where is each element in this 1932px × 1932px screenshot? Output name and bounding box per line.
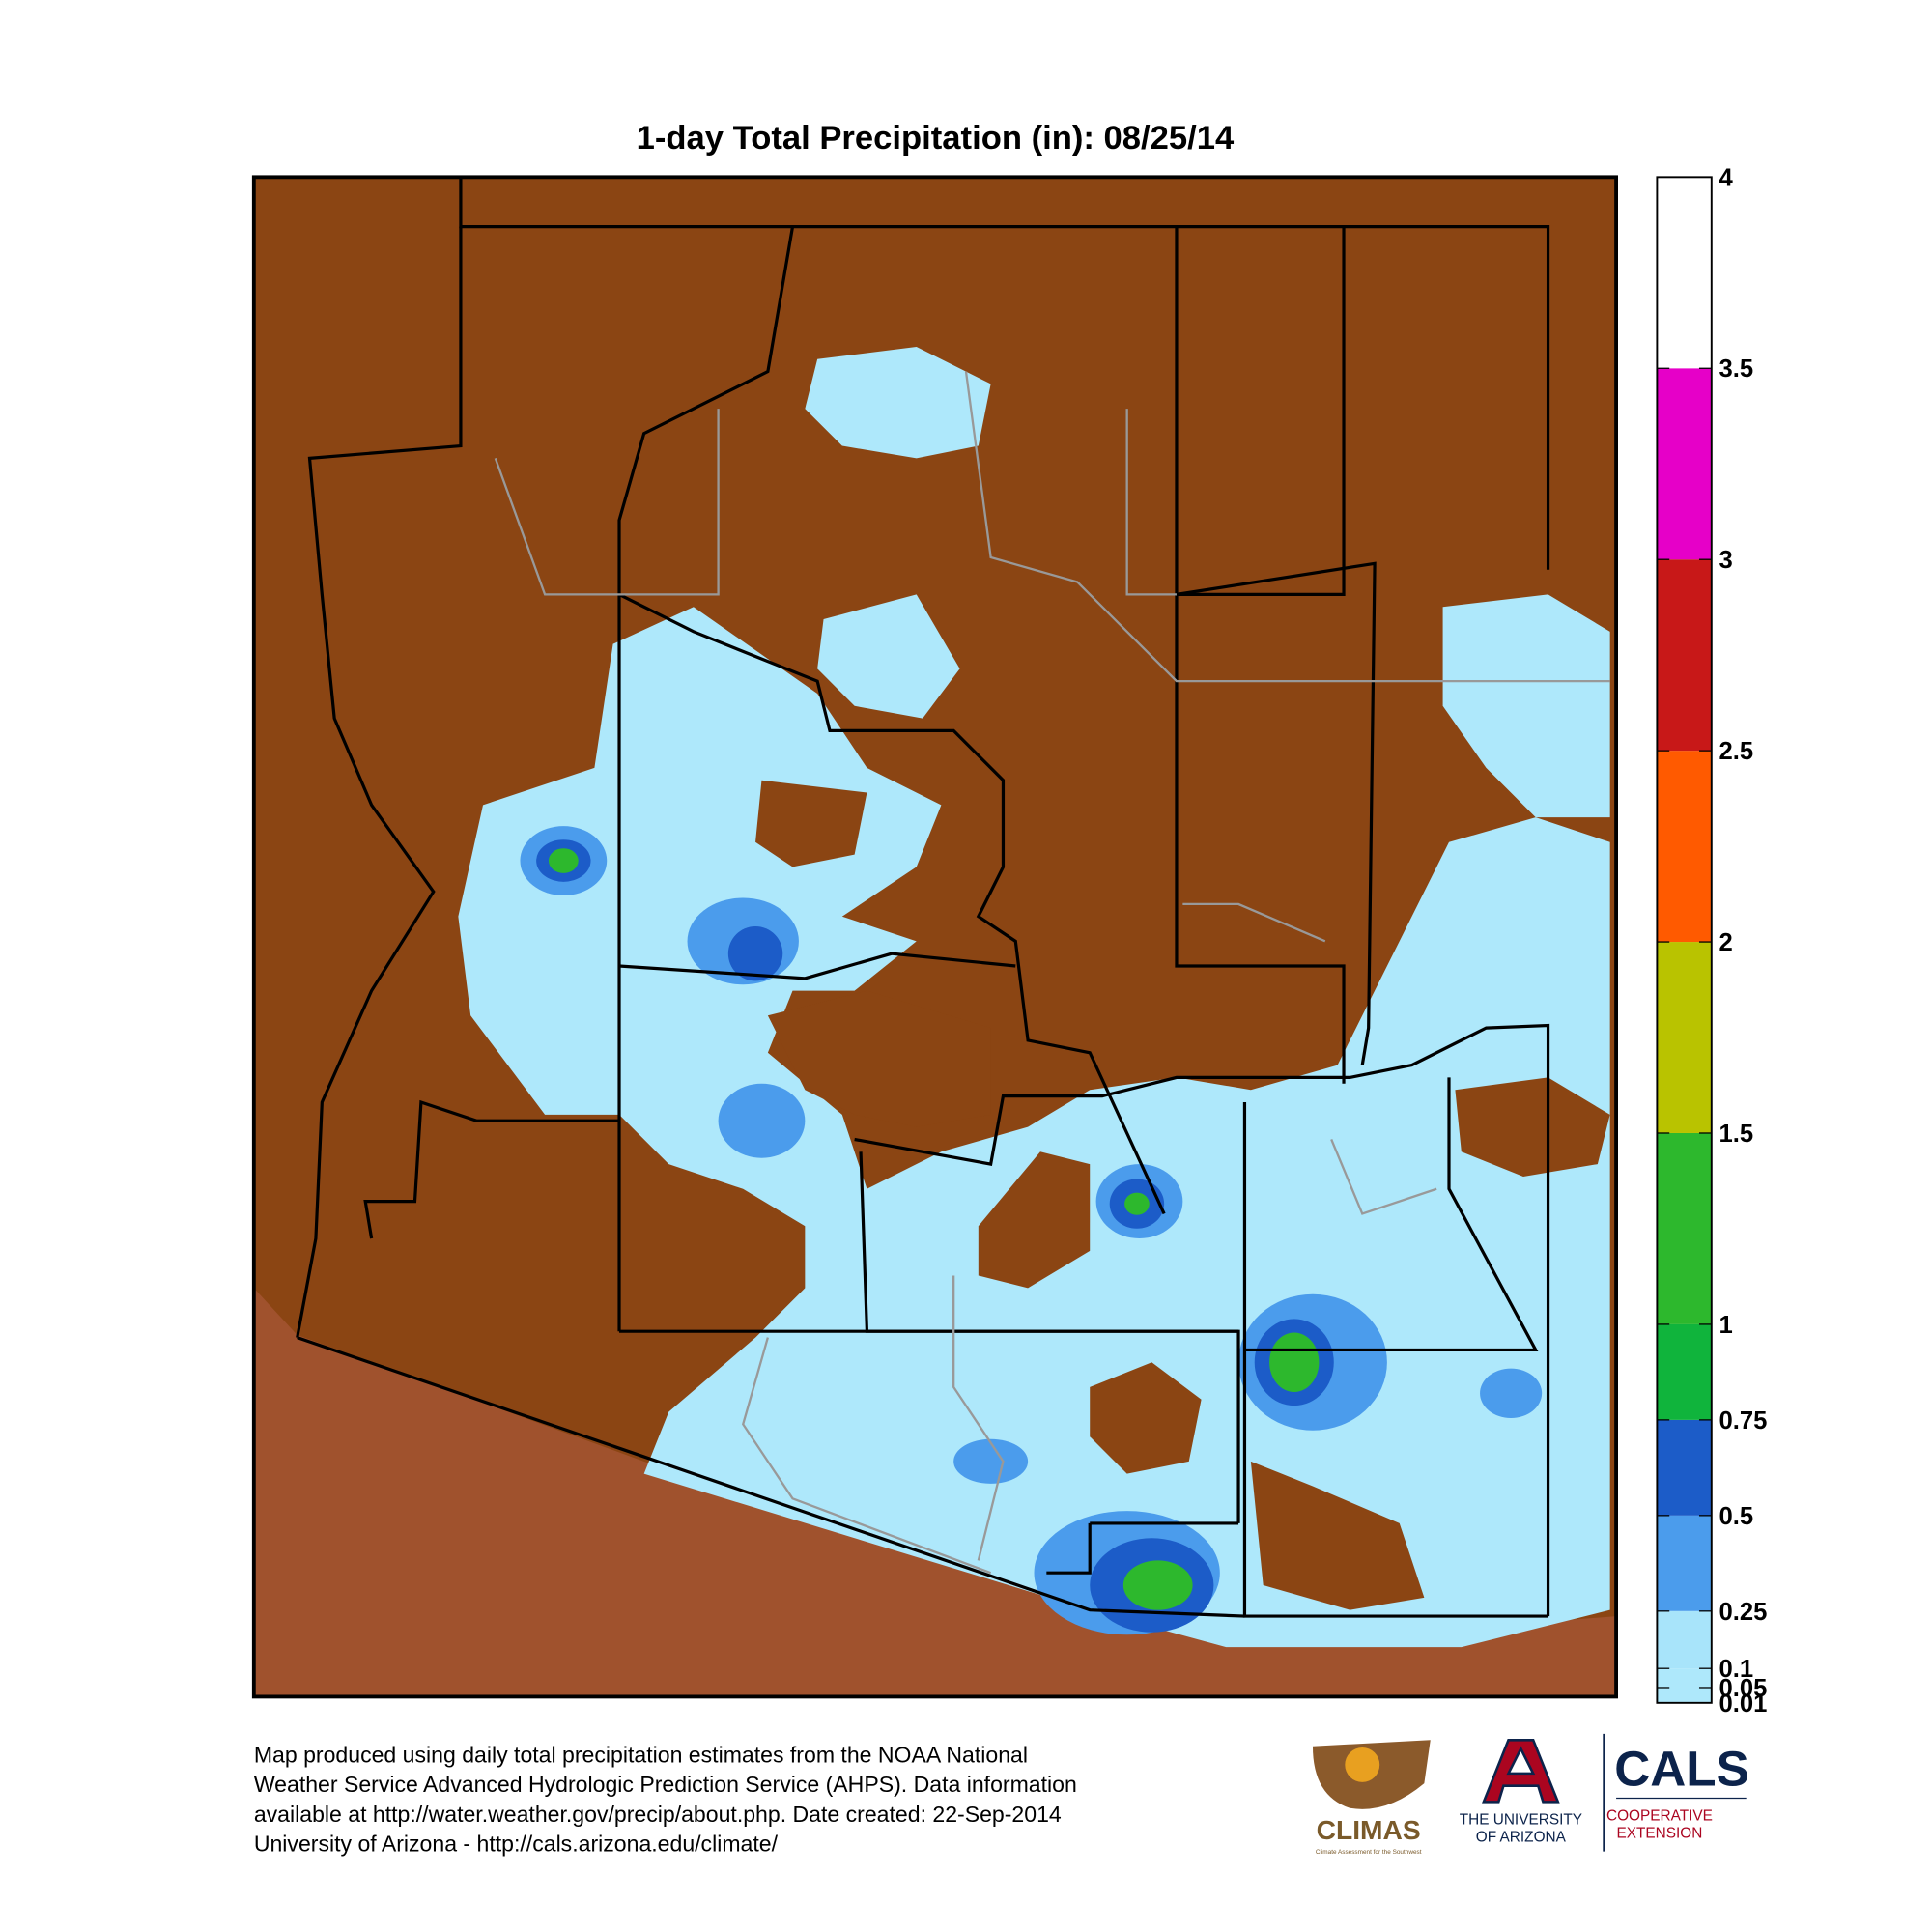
colorbar-label: 0.5 — [1719, 1503, 1753, 1530]
colorbar-label: 0.1 — [1719, 1656, 1753, 1683]
colorbar-bin — [1657, 368, 1712, 560]
cals-logo: CALS — [1614, 1742, 1749, 1797]
cals-text: COOPERATIVE — [1606, 1808, 1713, 1825]
ua-text: THE UNIVERSITY — [1460, 1811, 1582, 1828]
footer-line: Map produced using daily total precipita… — [254, 1742, 1028, 1767]
dry-patches — [755, 780, 1610, 1610]
colorbar-bin — [1657, 942, 1712, 1133]
logos: CLIMAS Climate Assessment for the Southw… — [1312, 1733, 1749, 1856]
ua-emblem — [1482, 1739, 1560, 1804]
colorbar-label: 3.5 — [1719, 355, 1753, 383]
colorbar-bin — [1657, 1687, 1712, 1703]
colorbar-frame — [1656, 176, 1713, 1704]
mexico — [253, 1288, 1617, 1697]
colorbar-bin — [1657, 1132, 1712, 1324]
footer: Map produced using daily total precipita… — [254, 1742, 1077, 1856]
colorbar-label: 1 — [1719, 1312, 1732, 1339]
footer-line: University of Arizona - http://cals.ariz… — [254, 1832, 779, 1857]
colorbar-bin — [1657, 751, 1712, 943]
colorbar-bin — [1657, 1419, 1712, 1516]
climas-sub: Climate Assessment for the Southwest — [1316, 1849, 1422, 1856]
colorbar-bin — [1657, 559, 1712, 752]
colorbar: 0.010.050.1 0.25 0.5 0.75 1 1.5 2 2.5 3 3.5 4 — [1657, 164, 1767, 1718]
colorbar-label: 3 — [1719, 547, 1732, 574]
colorbar-bin — [1657, 1610, 1712, 1669]
footer-line: available at http://water.weather.gov/pr… — [254, 1802, 1062, 1827]
ua-text: OF ARIZONA — [1476, 1829, 1567, 1845]
climas-sun — [1345, 1747, 1380, 1782]
map — [251, 175, 1618, 1699]
county-lines — [296, 177, 1550, 1618]
map-frame — [251, 175, 1618, 1699]
boundaries — [494, 371, 1610, 1575]
colorbar-bin — [1657, 177, 1712, 369]
colorbar-label: 0.05 — [1719, 1675, 1767, 1702]
precip-very-heavy — [548, 848, 1320, 1610]
colorbar-label: 0.75 — [1719, 1407, 1767, 1435]
climas-logo: CLIMAS — [1317, 1814, 1421, 1845]
colorbar-label: 2.5 — [1719, 738, 1753, 765]
colorbar-label: 4 — [1719, 164, 1733, 191]
footer-line: Weather Service Advanced Hydrologic Pred… — [254, 1772, 1077, 1797]
colorbar-bin — [1657, 1668, 1712, 1688]
colorbar-label: 1.5 — [1719, 1121, 1753, 1148]
colorbar-label: 2 — [1719, 929, 1732, 956]
title: 1-day Total Precipitation (in): 08/25/14 — [637, 120, 1235, 156]
cals-text: EXTENSION — [1617, 1826, 1703, 1842]
colorbar-label: 0.25 — [1719, 1599, 1767, 1626]
colorbar-label: 0.01 — [1719, 1690, 1767, 1718]
colorbar-bin — [1657, 1515, 1712, 1611]
colorbar-bin — [1657, 1323, 1712, 1420]
